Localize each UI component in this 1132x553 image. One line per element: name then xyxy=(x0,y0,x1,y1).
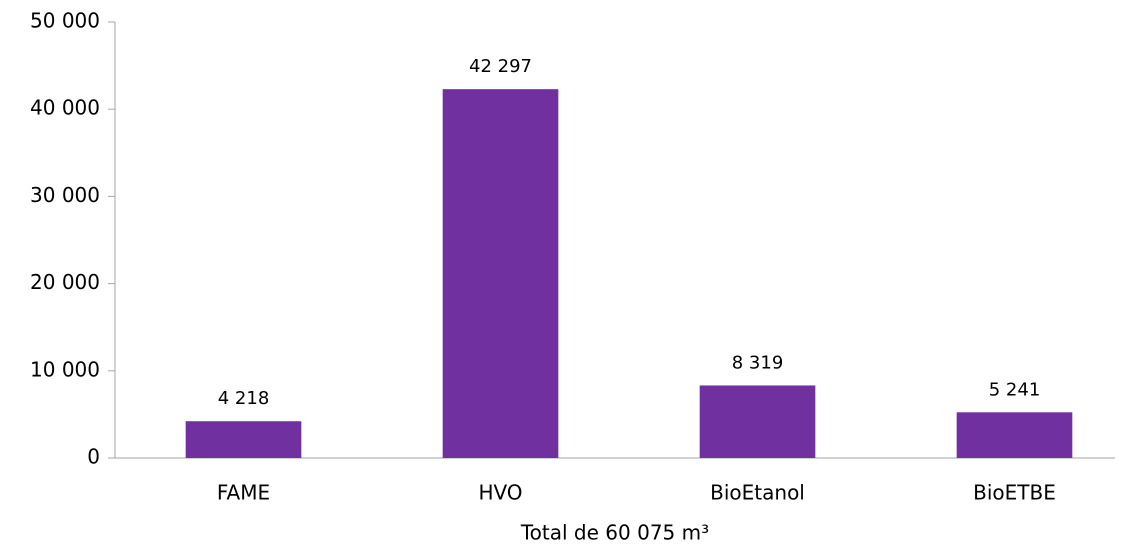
x-tick-label: HVO xyxy=(478,481,522,505)
data-label: 42 297 xyxy=(469,56,532,77)
x-tick-label: FAME xyxy=(217,481,270,505)
y-tick-label: 20 000 xyxy=(30,270,100,294)
bar xyxy=(442,89,559,458)
bar xyxy=(699,385,816,458)
y-tick-label: 40 000 xyxy=(30,96,100,120)
bar xyxy=(185,421,302,458)
y-tick-label: 0 xyxy=(87,445,100,469)
data-label: 4 218 xyxy=(218,388,270,409)
x-tick-label: BioEtanol xyxy=(710,481,805,505)
x-axis-title: Total de 60 075 m³ xyxy=(520,521,709,545)
bar xyxy=(956,412,1073,458)
data-label: 8 319 xyxy=(732,352,784,373)
x-tick-label: BioETBE xyxy=(973,481,1056,505)
y-tick-label: 10 000 xyxy=(30,357,100,381)
y-tick-label: 50 000 xyxy=(30,9,100,33)
data-label: 5 241 xyxy=(989,379,1041,400)
y-tick-label: 30 000 xyxy=(30,183,100,207)
